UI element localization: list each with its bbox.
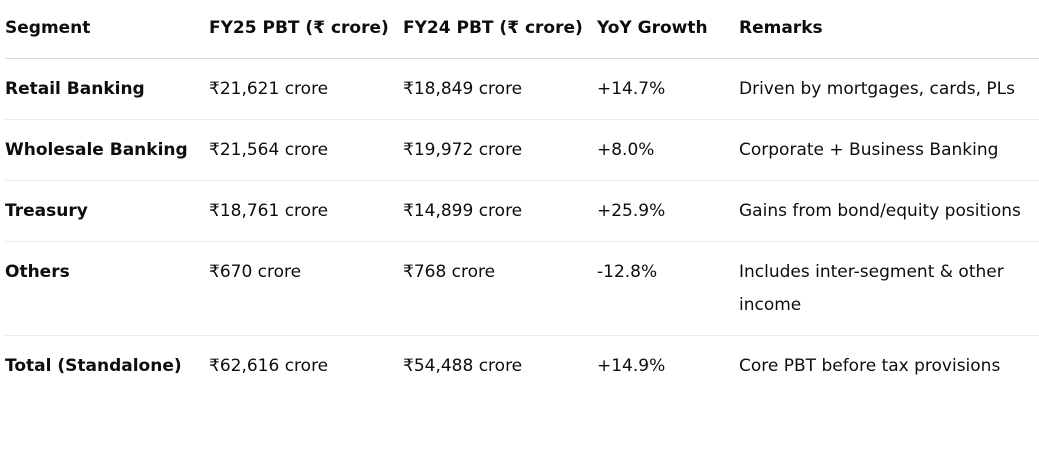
table-row: Wholesale Banking ₹21,564 crore ₹19,972 … (5, 119, 1039, 181)
cell-remarks: Corporate + Business Banking (739, 119, 1039, 181)
cell-remarks: Core PBT before tax provisions (739, 356, 1001, 376)
header-fy25-pbt: FY25 PBT (₹ crore) (209, 12, 403, 59)
header-fy24-pbt: FY24 PBT (₹ crore) (403, 12, 597, 59)
cell-remarks: Gains from bond/equity positions (739, 180, 1039, 242)
header-row: Segment FY25 PBT (₹ crore) FY24 PBT (₹ c… (5, 12, 1039, 59)
cell-yoy-growth: +25.9% (597, 180, 739, 242)
table-header: Segment FY25 PBT (₹ crore) FY24 PBT (₹ c… (5, 12, 1039, 59)
cell-fy24-pbt: ₹14,899 crore (403, 180, 597, 242)
table-row: Others ₹670 crore ₹768 crore -12.8% Incl… (5, 241, 1039, 336)
cell-segment: Total (Standalone) (5, 356, 182, 376)
table-row: Treasury ₹18,761 crore ₹14,899 crore +25… (5, 180, 1039, 242)
header-remarks: Remarks (739, 12, 1039, 59)
cell-yoy-growth: +14.9% (597, 356, 666, 376)
cell-fy25-pbt: ₹62,616 crore (209, 356, 329, 376)
segment-pbt-table: Segment FY25 PBT (₹ crore) FY24 PBT (₹ c… (5, 12, 1039, 396)
cell-segment: Treasury (5, 180, 209, 242)
cell-yoy-growth: -12.8% (597, 241, 739, 336)
cell-fy25-pbt: ₹21,564 crore (209, 119, 403, 181)
cell-yoy-growth: +8.0% (597, 119, 739, 181)
cell-yoy-growth: +14.7% (597, 58, 739, 120)
table-body: Retail Banking ₹21,621 crore ₹18,849 cro… (5, 58, 1039, 397)
cell-fy25-pbt: ₹18,761 crore (209, 180, 403, 242)
cell-fy25-pbt: ₹670 crore (209, 241, 403, 336)
header-segment: Segment (5, 12, 209, 59)
cell-segment: Others (5, 241, 209, 336)
cell-fy24-pbt: ₹19,972 crore (403, 119, 597, 181)
header-yoy-growth: YoY Growth (597, 12, 739, 59)
cell-fy25-pbt: ₹21,621 crore (209, 58, 403, 120)
table-row: Total (Standalone) ₹62,616 crore ₹54,488… (5, 336, 1039, 397)
cell-segment: Wholesale Banking (5, 119, 209, 181)
table-row: Retail Banking ₹21,621 crore ₹18,849 cro… (5, 58, 1039, 120)
cell-fy24-pbt: ₹18,849 crore (403, 58, 597, 120)
cell-segment: Retail Banking (5, 58, 209, 120)
cell-remarks: Includes inter-segment & other income (739, 241, 1039, 336)
cell-fy24-pbt: ₹54,488 crore (403, 356, 523, 376)
cell-remarks: Driven by mortgages, cards, PLs (739, 58, 1039, 120)
cell-fy24-pbt: ₹768 crore (403, 241, 597, 336)
